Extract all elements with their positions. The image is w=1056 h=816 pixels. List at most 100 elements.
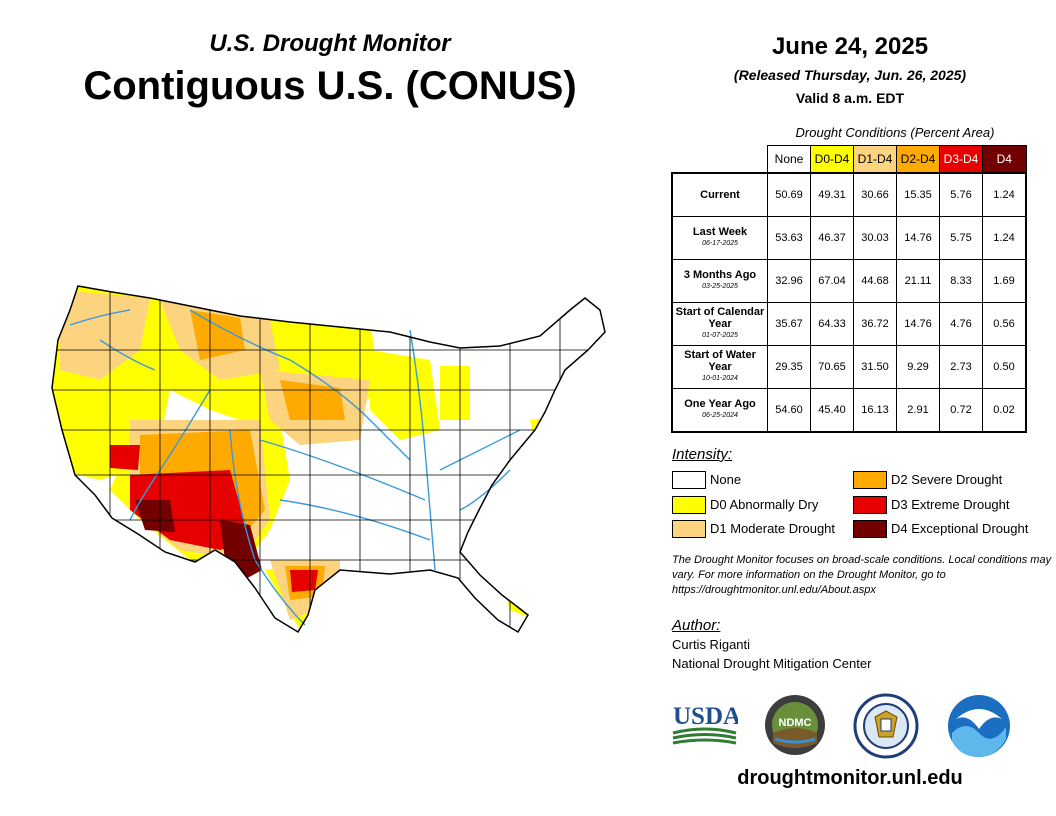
table-cell: 0.50	[982, 345, 1027, 389]
col-header-d3-d4: D3-D4	[939, 145, 983, 174]
river-missouri	[189, 309, 411, 461]
table-cell: 32.96	[767, 259, 811, 303]
table-cell: 0.72	[939, 388, 983, 433]
row-date: 03-25-2025	[702, 283, 738, 290]
author-heading: Author:	[672, 617, 721, 634]
drought-map	[51, 285, 606, 633]
table-cell: 9.29	[896, 345, 940, 389]
noaa-logo	[948, 695, 1010, 757]
author-organization: National Drought Mitigation Center	[672, 656, 872, 671]
table-cell: 14.76	[896, 302, 940, 346]
river-columbia	[69, 309, 131, 326]
table-cell: 5.75	[939, 216, 983, 260]
row-label-text: Start of Calendar Year	[675, 306, 765, 330]
col-header-d2-d4: D2-D4	[896, 145, 940, 174]
table-cell: 53.63	[767, 216, 811, 260]
river-arkansas	[259, 439, 426, 501]
table-cell: 54.60	[767, 388, 811, 433]
rivers	[69, 309, 521, 626]
table-cell: 30.03	[853, 216, 897, 260]
table-cell: 67.04	[810, 259, 854, 303]
river-red	[279, 499, 431, 541]
table-row: Start of Water Year 10-01-2024 29.35 70.65 3…	[671, 345, 1027, 389]
table-cell: 64.33	[810, 302, 854, 346]
table-cell: 36.72	[853, 302, 897, 346]
row-label: One Year Ago 06-25-2024	[671, 388, 768, 433]
drought-areas	[52, 286, 550, 630]
table-cell: 14.76	[896, 216, 940, 260]
usda-logo: USDA	[672, 703, 738, 745]
d3-area-texas	[290, 570, 318, 592]
table-cell: 30.66	[853, 172, 897, 217]
drought-conditions-table: None D0-D4 D1-D4 D2-D4 D3-D4 D4 Current 5…	[671, 145, 1027, 433]
table-cell: 1.24	[982, 172, 1027, 217]
table-cell: 46.37	[810, 216, 854, 260]
table-cell: 50.69	[767, 172, 811, 217]
legend-label-d3: D3 Extreme Drought	[891, 497, 1010, 512]
table-cell: 49.31	[810, 172, 854, 217]
row-label-text: Current	[700, 189, 740, 201]
website-url[interactable]: droughtmonitor.unl.edu	[737, 767, 963, 789]
table-row: Current 50.69 49.31 30.66 15.35 5.76 1.24	[671, 172, 1027, 217]
ndmc-logo-text: NDMC	[779, 717, 812, 729]
table-cell: 5.76	[939, 172, 983, 217]
row-label: 3 Months Ago 03-25-2025	[671, 259, 768, 303]
table-cell: 16.13	[853, 388, 897, 433]
table-cell: 31.50	[853, 345, 897, 389]
author-name: Curtis Riganti	[672, 637, 751, 652]
row-date: 10-01-2024	[702, 375, 738, 382]
row-label: Start of Water Year 10-01-2024	[671, 345, 768, 389]
table-row: Last Week 06-17-2025 53.63 46.37 30.03 14.76 5…	[671, 216, 1027, 260]
table-cell: 15.35	[896, 172, 940, 217]
table-corner	[672, 145, 768, 174]
table-row: 3 Months Ago 03-25-2025 32.96 67.04 44.68 21.…	[671, 259, 1027, 303]
legend-label-d4: D4 Exceptional Drought	[891, 521, 1029, 536]
d2-area-montana	[190, 310, 245, 360]
row-date: 06-17-2025	[702, 240, 738, 247]
map-subtitle: U.S. Drought Monitor	[209, 30, 451, 57]
usda-logo-text: USDA	[673, 703, 738, 730]
river-tennessee	[459, 469, 511, 511]
row-label-text: One Year Ago	[684, 398, 756, 410]
table-cell: 1.24	[982, 216, 1027, 260]
legend-swatch-d1	[672, 520, 706, 538]
table-cell: 2.91	[896, 388, 940, 433]
table-cell: 0.56	[982, 302, 1027, 346]
river-mississippi	[409, 329, 436, 571]
table-cell: 21.11	[896, 259, 940, 303]
legend-label-none: None	[710, 472, 742, 487]
river-snake	[99, 339, 156, 371]
legend-swatch-d4	[853, 520, 887, 538]
table-header-row: None D0-D4 D1-D4 D2-D4 D3-D4 D4	[672, 145, 1027, 174]
row-label: Start of Calendar Year 01-07-2025	[671, 302, 768, 346]
intensity-legend-title: Intensity:	[672, 446, 733, 463]
d0-area-upper-midwest	[440, 366, 470, 420]
col-header-d0-d4: D0-D4	[810, 145, 854, 174]
row-label: Last Week 06-17-2025	[671, 216, 768, 260]
row-label: Current	[671, 172, 768, 217]
table-cell: 0.02	[982, 388, 1027, 433]
table-cell: 44.68	[853, 259, 897, 303]
ndmc-logo: NDMC	[765, 695, 825, 755]
table-row: Start of Calendar Year 01-07-2025 35.67 64.…	[671, 302, 1027, 346]
row-label-text: 3 Months Ago	[683, 269, 757, 281]
col-header-d4: D4	[982, 145, 1027, 174]
d3-area-utah	[110, 445, 140, 470]
drought-monitor-note: The Drought Monitor focuses on broad-sca…	[672, 554, 1052, 596]
legend-swatch-d0	[672, 496, 706, 514]
table-cell: 1.69	[982, 259, 1027, 303]
table-cell: 2.73	[939, 345, 983, 389]
valid-time: Valid 8 a.m. EDT	[795, 90, 905, 106]
release-date: (Released Thursday, Jun. 26, 2025)	[733, 67, 967, 83]
row-date: 01-07-2025	[702, 332, 738, 339]
row-label-text: Start of Water Year	[684, 349, 756, 373]
col-header-d1-d4: D1-D4	[853, 145, 897, 174]
legend-label-d1: D1 Moderate Drought	[710, 521, 836, 536]
d4-area-arizona	[135, 500, 175, 532]
legend-swatch-d3	[853, 496, 887, 514]
table-cell: 45.40	[810, 388, 854, 433]
table-cell: 70.65	[810, 345, 854, 389]
map-title: Contiguous U.S. (CONUS)	[83, 64, 577, 108]
legend-swatch-d2	[853, 471, 887, 489]
map-date: June 24, 2025	[771, 33, 929, 60]
